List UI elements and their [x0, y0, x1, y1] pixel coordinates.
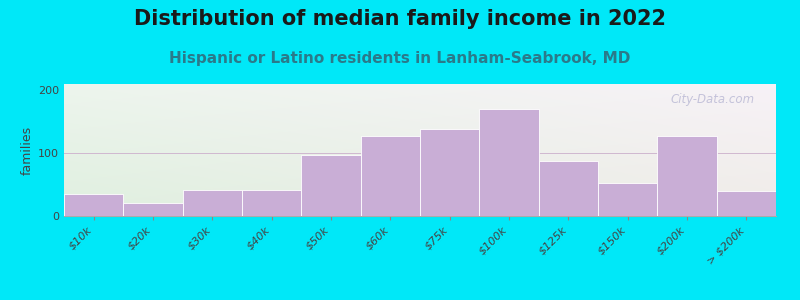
- Text: City-Data.com: City-Data.com: [670, 93, 754, 106]
- Bar: [182, 190, 242, 216]
- Text: Hispanic or Latino residents in Lanham-Seabrook, MD: Hispanic or Latino residents in Lanham-S…: [170, 51, 630, 66]
- Y-axis label: families: families: [21, 125, 34, 175]
- Bar: [479, 109, 538, 216]
- Bar: [420, 129, 479, 216]
- Bar: [64, 194, 123, 216]
- Bar: [598, 183, 658, 216]
- Bar: [123, 203, 182, 216]
- Bar: [538, 161, 598, 216]
- Text: Distribution of median family income in 2022: Distribution of median family income in …: [134, 9, 666, 29]
- Bar: [302, 155, 361, 216]
- Bar: [658, 136, 717, 216]
- Bar: [717, 191, 776, 216]
- Bar: [242, 190, 302, 216]
- Bar: [361, 136, 420, 216]
